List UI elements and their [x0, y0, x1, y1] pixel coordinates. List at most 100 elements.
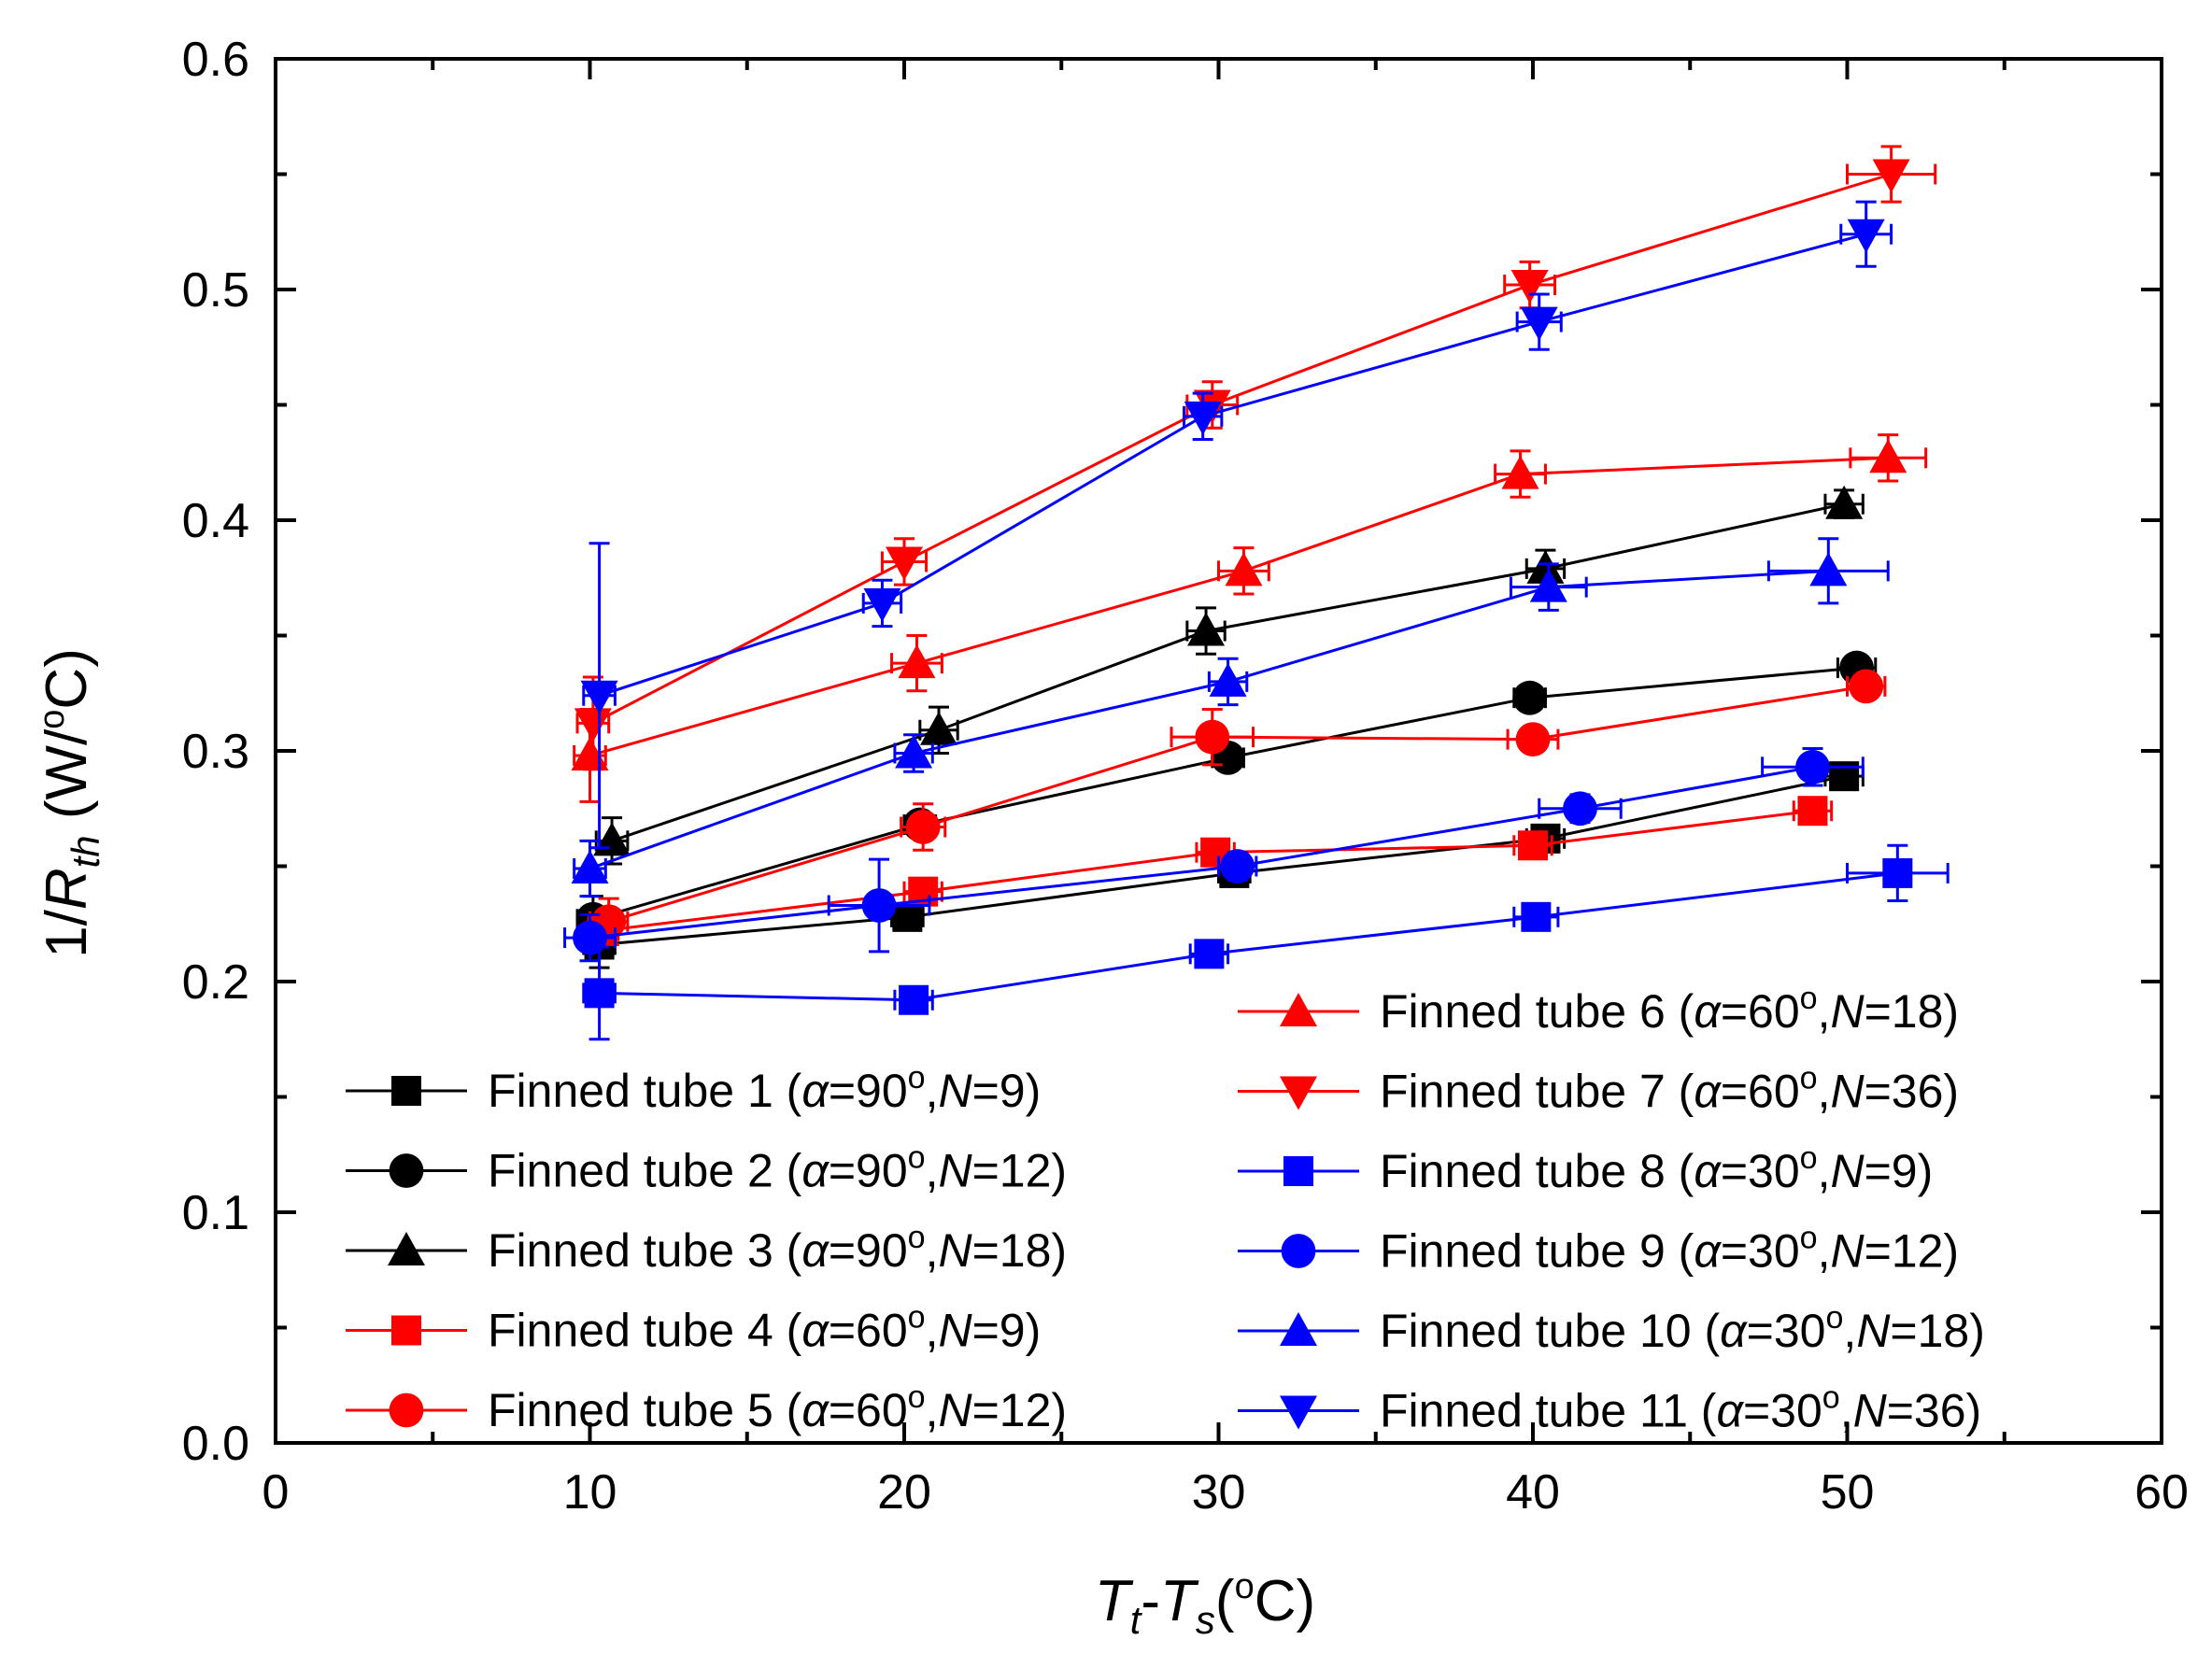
series-3	[593, 485, 1865, 866]
legend-entry: Finned tube 3 (α=90o,N=18)	[346, 1220, 1067, 1277]
series-5	[588, 669, 1887, 946]
legend-label: Finned tube 7 (α=60o,N=36)	[1380, 1061, 1959, 1118]
data-point	[863, 587, 901, 622]
legend-marker	[391, 1076, 421, 1106]
legend-label: Finned tube 8 (α=30o,N=9)	[1380, 1140, 1933, 1197]
data-point	[1184, 401, 1222, 435]
data-point	[1797, 796, 1828, 827]
data-point	[1209, 662, 1247, 697]
x-tick-label: 0	[262, 1465, 290, 1520]
data-point	[898, 644, 936, 679]
data-point	[895, 734, 933, 769]
legend-entry: Finned tube 4 (α=60o,N=9)	[346, 1300, 1041, 1357]
data-point	[1529, 568, 1567, 602]
legend-label: Finned tube 1 (α=90o,N=9)	[488, 1060, 1041, 1117]
legend-entry: Finned tube 8 (α=30o,N=9)	[1238, 1140, 1933, 1197]
y-tick-label: 0.6	[182, 33, 249, 87]
data-point	[899, 984, 929, 1015]
legend-marker	[389, 1392, 424, 1428]
legend-label: Finned tube 5 (α=60o,N=12)	[488, 1379, 1067, 1436]
series-6	[571, 433, 1928, 803]
legend-entry: Finned tube 2 (α=90o,N=12)	[346, 1140, 1067, 1197]
legend-entry: Finned tube 10 (α=30o,N=18)	[1238, 1300, 1985, 1357]
data-point	[1220, 849, 1255, 883]
data-point	[580, 680, 618, 714]
legend-entry: Finned tube 1 (α=90o,N=9)	[346, 1060, 1041, 1117]
x-tick-label: 10	[563, 1465, 617, 1520]
series-8	[582, 843, 1950, 1041]
legend-label: Finned tube 2 (α=90o,N=12)	[488, 1140, 1067, 1197]
x-tick-label: 20	[877, 1465, 931, 1520]
data-point	[1795, 749, 1830, 785]
data-point	[1512, 680, 1548, 715]
legend-marker	[1281, 1234, 1316, 1268]
data-point	[1825, 485, 1864, 519]
y-tick-label: 0.2	[182, 955, 249, 1010]
y-tick-label: 0.3	[182, 725, 249, 779]
data-point	[905, 810, 941, 844]
x-tick-label: 60	[2134, 1465, 2189, 1520]
legend-label: Finned tube 4 (α=60o,N=9)	[488, 1300, 1041, 1357]
data-point	[892, 901, 923, 932]
legend-marker	[389, 1153, 424, 1188]
legend-label: Finned tube 3 (α=90o,N=18)	[488, 1220, 1067, 1277]
data-point	[1847, 219, 1885, 253]
legend-marker	[1280, 1076, 1317, 1110]
legend-entry: Finned tube 5 (α=60o,N=12)	[346, 1379, 1067, 1436]
legend-label: Finned tube 9 (α=30o,N=12)	[1380, 1221, 1959, 1278]
y-tick-label: 0.5	[182, 263, 249, 318]
data-point	[1809, 552, 1848, 587]
data-point	[1520, 306, 1558, 341]
x-axis-title: Tt-Ts(oC)	[1095, 1567, 1315, 1642]
series-10	[571, 537, 1890, 898]
data-point	[574, 708, 612, 742]
legend-label: Finned tube 10 (α=30o,N=18)	[1380, 1300, 1985, 1357]
data-point	[1882, 857, 1913, 888]
y-tick-label: 0.4	[182, 494, 249, 548]
data-point	[573, 920, 607, 955]
data-point	[1515, 722, 1551, 757]
data-point	[1510, 270, 1549, 304]
y-axis-title: 1/Rth (W/oC)	[33, 648, 107, 958]
legend: Finned tube 1 (α=90o,N=9) Finned tube 2 (…	[346, 981, 1985, 1437]
legend-marker	[1280, 993, 1317, 1026]
data-point	[886, 546, 923, 581]
data-point	[1194, 939, 1225, 969]
legend-label: Finned tube 6 (α=60o,N=18)	[1380, 981, 1959, 1038]
data-point	[920, 711, 958, 745]
data-point	[571, 849, 609, 883]
series-11	[580, 200, 1893, 850]
data-point	[1518, 830, 1548, 861]
plot-area	[563, 145, 1950, 1041]
data-point	[1872, 159, 1910, 193]
data-point	[1869, 439, 1907, 474]
data-point	[1521, 901, 1552, 932]
legend-marker	[1280, 1312, 1317, 1346]
y-tick-label: 0.1	[182, 1186, 249, 1240]
data-point	[1563, 791, 1597, 827]
x-tick-label: 50	[1821, 1465, 1875, 1520]
legend-marker	[391, 1315, 421, 1346]
data-point	[861, 888, 897, 923]
series-9	[563, 747, 1865, 963]
legend-entry: Finned tube 11 (α=30o,N=36)	[1238, 1380, 1981, 1437]
legend-label: Finned tube 11 (α=30o,N=36)	[1380, 1380, 1981, 1437]
data-point	[1526, 549, 1565, 584]
data-point	[1225, 552, 1263, 587]
legend-entry: Finned tube 7 (α=60o,N=36)	[1238, 1061, 1959, 1118]
axes: 0 10 20 30 40 50 60 0.0 0.1 0.2 0.3 0.4 0.5 0.6	[182, 33, 2189, 1520]
y-tick-label: 0.0	[182, 1417, 249, 1471]
data-point	[584, 978, 615, 1009]
data-point	[1195, 719, 1230, 755]
legend-entry: Finned tube 9 (α=30o,N=12)	[1238, 1221, 1959, 1278]
data-point	[1849, 669, 1884, 704]
legend-marker	[1280, 1395, 1317, 1430]
legend-marker	[388, 1232, 425, 1265]
legend-entry: Finned tube 6 (α=60o,N=18)	[1238, 981, 1959, 1038]
x-tick-label: 30	[1192, 1465, 1246, 1520]
data-point	[1187, 612, 1226, 646]
data-point	[1501, 455, 1539, 489]
x-tick-label: 40	[1506, 1465, 1560, 1520]
